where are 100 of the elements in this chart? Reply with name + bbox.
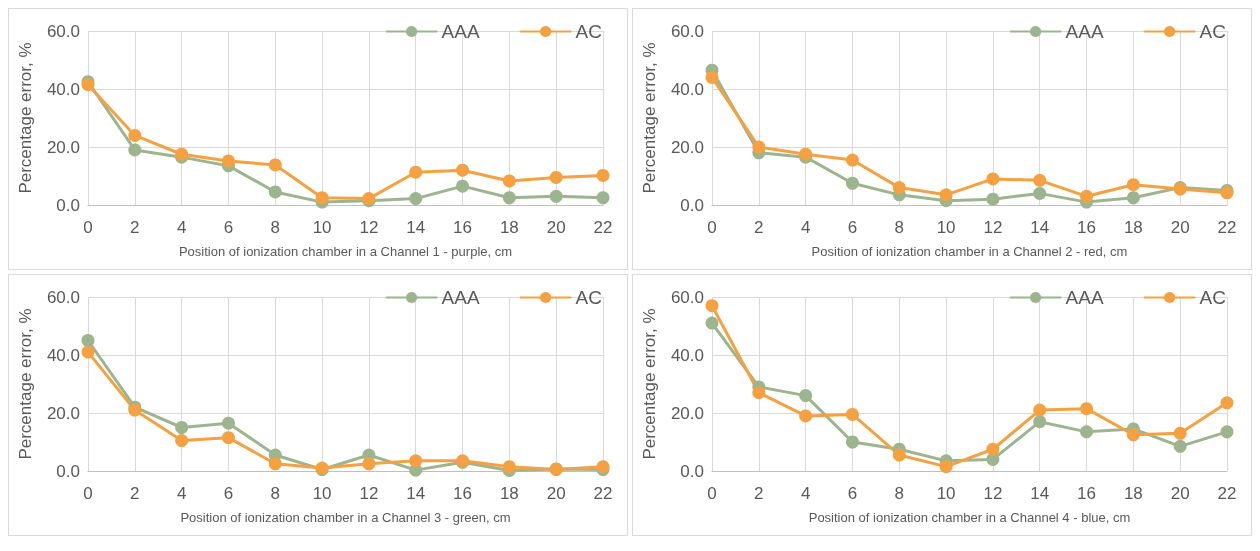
legend-label: AAA <box>1065 21 1104 42</box>
y-tick-label: 60.0 <box>670 287 704 307</box>
y-tick-label: 20.0 <box>46 137 80 157</box>
y-tick-label: 20.0 <box>670 403 704 423</box>
point <box>221 154 235 168</box>
x-tick-label: 4 <box>800 484 811 503</box>
x-tick-label: 2 <box>130 484 140 503</box>
x-tick-label: 4 <box>176 218 187 237</box>
x-tick-label: 14 <box>406 484 426 503</box>
point <box>175 434 189 448</box>
x-tick-label: 22 <box>593 484 613 503</box>
x-tick-label: 8 <box>894 484 905 503</box>
point <box>799 389 813 403</box>
point <box>1080 402 1094 416</box>
y-axis-title: Percentage error, % <box>640 42 659 194</box>
point <box>845 435 859 449</box>
x-tick-label: 10 <box>312 484 332 503</box>
x-tick-label: 20 <box>546 484 566 503</box>
x-tick-label: 0 <box>83 484 93 503</box>
y-tick-label: 0.0 <box>680 195 704 215</box>
x-tick-label: 6 <box>223 218 234 237</box>
y-tick-label: 0.0 <box>56 195 80 215</box>
x-tick-label: 8 <box>270 484 281 503</box>
y-tick-label: 40.0 <box>670 79 704 99</box>
point <box>939 460 953 474</box>
point <box>502 191 516 205</box>
point <box>1220 425 1234 439</box>
x-tick-label: 4 <box>800 218 811 237</box>
y-axis-title: Percentage error, % <box>16 308 35 460</box>
legend-label: AC <box>575 21 603 42</box>
x-tick-label: 18 <box>499 484 519 503</box>
point <box>409 165 423 179</box>
point <box>1080 425 1094 439</box>
point <box>1126 178 1140 192</box>
point <box>268 457 282 471</box>
x-tick-label: 16 <box>1077 484 1097 503</box>
point <box>128 128 142 142</box>
point <box>752 140 766 154</box>
x-tick-label: 12 <box>359 484 379 503</box>
point <box>986 172 1000 186</box>
point <box>362 457 376 471</box>
point <box>1173 426 1187 440</box>
x-tick-label: 14 <box>1030 218 1050 237</box>
x-tick-label: 18 <box>1123 484 1143 503</box>
point <box>892 448 906 462</box>
x-tick-label: 4 <box>176 484 187 503</box>
point <box>705 316 719 330</box>
point <box>939 188 953 202</box>
y-tick-label: 60.0 <box>670 21 704 41</box>
point <box>456 163 470 177</box>
legend-label: AC <box>1199 287 1227 308</box>
legend-label: AAA <box>441 287 480 308</box>
x-tick-label: 12 <box>359 218 379 237</box>
point <box>752 386 766 400</box>
point <box>221 416 235 430</box>
x-tick-label: 2 <box>130 218 140 237</box>
x-tick-label: 12 <box>983 218 1003 237</box>
point <box>845 153 859 167</box>
point <box>221 431 235 445</box>
point <box>705 299 719 313</box>
y-axis-title: Percentage error, % <box>640 308 659 460</box>
point <box>1126 428 1140 442</box>
x-tick-label: 16 <box>1077 218 1097 237</box>
point <box>315 191 329 205</box>
point <box>549 189 563 203</box>
point <box>1033 173 1047 187</box>
x-tick-label: 20 <box>1170 484 1190 503</box>
point <box>1033 403 1047 417</box>
y-axis-title: Percentage error, % <box>16 42 35 194</box>
point <box>409 192 423 206</box>
point <box>549 170 563 184</box>
point <box>1220 396 1234 410</box>
point <box>128 143 142 157</box>
x-tick-label: 2 <box>754 484 764 503</box>
point <box>456 179 470 193</box>
x-tick-label: 20 <box>1170 218 1190 237</box>
y-tick-label: 40.0 <box>670 345 704 365</box>
x-axis-title: Position of ionization chamber in a Channel 1 - purple, cm <box>178 244 513 259</box>
x-tick-label: 0 <box>83 218 93 237</box>
point <box>81 345 95 359</box>
legend-label: AC <box>575 287 603 308</box>
x-tick-label: 0 <box>707 484 717 503</box>
x-axis-title: Position of ionization chamber in a Channel 4 - blue, cm <box>808 510 1131 525</box>
x-tick-label: 16 <box>453 218 473 237</box>
x-tick-label: 6 <box>847 218 858 237</box>
y-tick-label: 40.0 <box>46 79 80 99</box>
point <box>1173 439 1187 453</box>
point <box>845 407 859 421</box>
point <box>268 185 282 199</box>
x-tick-label: 18 <box>1123 218 1143 237</box>
x-tick-label: 10 <box>936 484 956 503</box>
y-tick-label: 0.0 <box>680 461 704 481</box>
point <box>1033 415 1047 429</box>
point <box>1033 186 1047 200</box>
x-axis-title: Position of ionization chamber in a Channel 3 - green, cm <box>180 510 511 525</box>
y-tick-label: 40.0 <box>46 345 80 365</box>
y-tick-label: 20.0 <box>670 137 704 157</box>
x-tick-label: 0 <box>707 218 717 237</box>
point <box>986 442 1000 456</box>
legend-label: AAA <box>1065 287 1104 308</box>
